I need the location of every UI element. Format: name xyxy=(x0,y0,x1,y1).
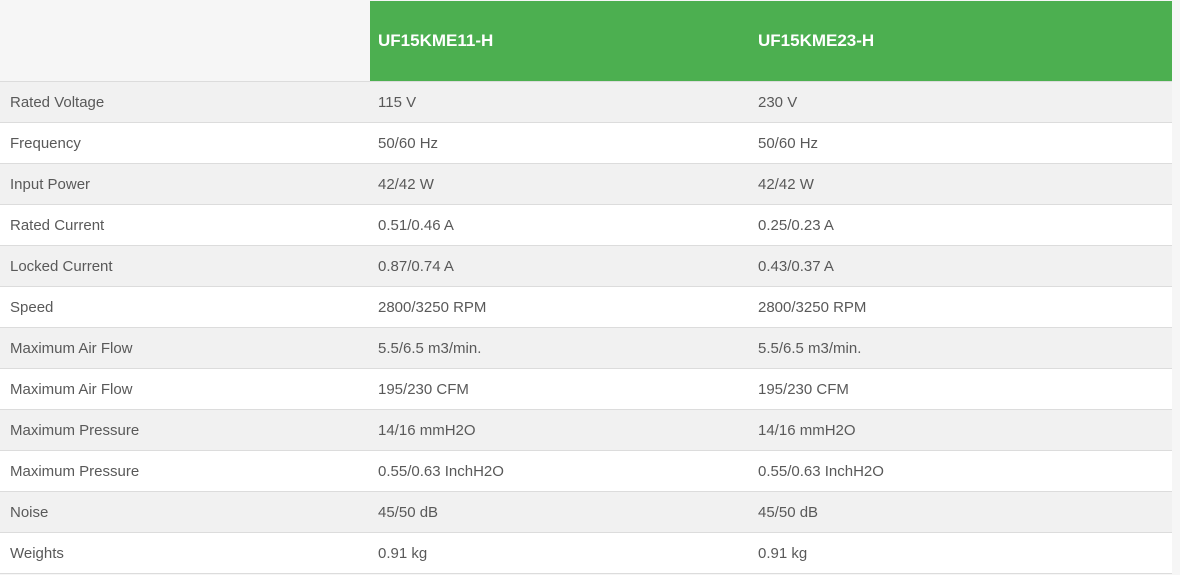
row-label: Frequency xyxy=(10,134,81,152)
row-label: Locked Current xyxy=(10,257,113,275)
table-row: Maximum Air Flow 195/230 CFM 195/230 CFM xyxy=(0,368,1172,409)
row-value-model2: 0.55/0.63 InchH2O xyxy=(758,462,884,480)
table-row: Locked Current 0.87/0.74 A 0.43/0.37 A xyxy=(0,245,1172,286)
table-body: Rated Voltage 115 V 230 V Frequency 50/6… xyxy=(0,81,1172,574)
table-row: Noise 45/50 dB 45/50 dB xyxy=(0,491,1172,532)
table-row: Maximum Air Flow 5.5/6.5 m3/min. 5.5/6.5… xyxy=(0,327,1172,368)
table-header-row: UF15KME11-H UF15KME23-H xyxy=(0,1,1172,81)
row-label: Maximum Pressure xyxy=(10,421,140,439)
row-value-model1: 5.5/6.5 m3/min. xyxy=(378,339,482,357)
row-value-model2: 2800/3250 RPM xyxy=(758,298,867,316)
row-value-model2: 195/230 CFM xyxy=(758,380,849,398)
row-value-model2: 45/50 dB xyxy=(758,503,819,521)
row-value-model2: 0.43/0.37 A xyxy=(758,257,834,275)
row-label: Noise xyxy=(10,503,49,521)
column-header-model-uf15kme23h: UF15KME23-H xyxy=(750,1,1172,81)
row-value-model1: 42/42 W xyxy=(378,175,434,193)
row-label: Maximum Pressure xyxy=(10,462,140,480)
row-value-model2: 0.25/0.23 A xyxy=(758,216,834,234)
row-value-model1: 2800/3250 RPM xyxy=(378,298,487,316)
column-header-spacer xyxy=(0,1,370,81)
row-value-model2: 0.91 kg xyxy=(758,544,808,562)
table-row: Rated Current 0.51/0.46 A 0.25/0.23 A xyxy=(0,204,1172,245)
row-value-model1: 0.55/0.63 InchH2O xyxy=(378,462,504,480)
table-row: Weights 0.91 kg 0.91 kg xyxy=(0,532,1172,573)
row-label: Input Power xyxy=(10,175,91,193)
row-label: Maximum Air Flow xyxy=(10,380,133,398)
row-value-model2: 5.5/6.5 m3/min. xyxy=(758,339,862,357)
row-label: Rated Current xyxy=(10,216,105,234)
row-value-model1: 0.51/0.46 A xyxy=(378,216,454,234)
row-label: Weights xyxy=(10,544,64,562)
row-label: Rated Voltage xyxy=(10,93,105,111)
row-value-model1: 0.91 kg xyxy=(378,544,428,562)
row-label: Maximum Air Flow xyxy=(10,339,133,357)
table-row: Maximum Pressure 14/16 mmH2O 14/16 mmH2O xyxy=(0,409,1172,450)
row-value-model1: 14/16 mmH2O xyxy=(378,421,476,439)
table-row: Frequency 50/60 Hz 50/60 Hz xyxy=(0,122,1172,163)
row-value-model1: 45/50 dB xyxy=(378,503,439,521)
table-row: Maximum Pressure 0.55/0.63 InchH2O 0.55/… xyxy=(0,450,1172,491)
row-value-model2: 230 V xyxy=(758,93,798,111)
table-row: Rated Voltage 115 V 230 V xyxy=(0,81,1172,122)
row-value-model2: 42/42 W xyxy=(758,175,814,193)
table-row: Input Power 42/42 W 42/42 W xyxy=(0,163,1172,204)
row-value-model1: 115 V xyxy=(378,93,417,111)
row-label: Speed xyxy=(10,298,54,316)
row-value-model2: 50/60 Hz xyxy=(758,134,819,152)
column-header-model-uf15kme11h: UF15KME11-H xyxy=(370,1,750,81)
row-value-model1: 50/60 Hz xyxy=(378,134,439,152)
row-value-model2: 14/16 mmH2O xyxy=(758,421,856,439)
row-value-model1: 0.87/0.74 A xyxy=(378,257,454,275)
row-value-model1: 195/230 CFM xyxy=(378,380,469,398)
table-row: Speed 2800/3250 RPM 2800/3250 RPM xyxy=(0,286,1172,327)
